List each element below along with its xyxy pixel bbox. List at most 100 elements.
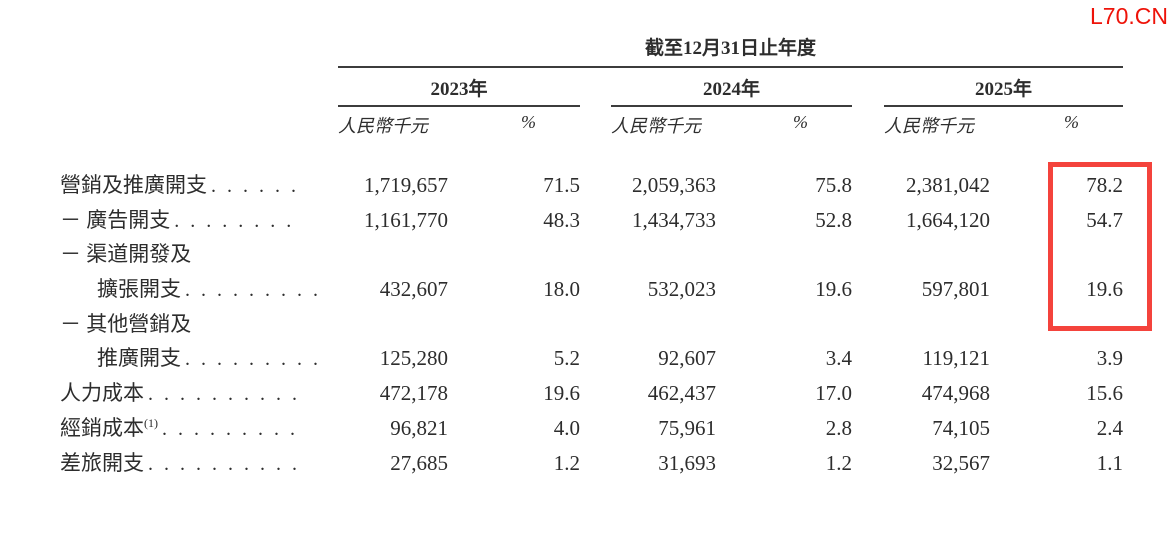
dot-leader: . . . . . . . . . . bbox=[148, 383, 300, 406]
cell-rmb-2025: 597,801 bbox=[921, 277, 990, 302]
dot-leader: . . . . . . . . . bbox=[185, 279, 321, 302]
cell-rmb-2024: 1,434,733 bbox=[632, 207, 716, 232]
cell-rmb-2025: 474,968 bbox=[921, 381, 990, 406]
cell-pct-2023: 5.2 bbox=[553, 346, 580, 371]
cell-rmb-2025 bbox=[884, 237, 990, 272]
table-row: 擴張開支. . . . . . . . . 432,607 18.0 532,0… bbox=[60, 272, 1123, 307]
row-label: 營銷及推廣開支 bbox=[60, 173, 207, 197]
cell-rmb-2025 bbox=[884, 307, 990, 342]
cell-pct-2025: 78.2 bbox=[1086, 173, 1123, 197]
expense-breakdown-table: 截至12月31日止年度 2023年 2024年 2025年 人民幣千元 % bbox=[60, 0, 1123, 500]
cell-rmb-2024: 75,961 bbox=[658, 415, 716, 440]
cell-pct-2025: 3.9 bbox=[1096, 346, 1123, 371]
cell-pct-2024: 3.4 bbox=[825, 346, 852, 371]
cell-rmb-2023: 96,821 bbox=[390, 415, 448, 440]
cell-pct-2023: 18.0 bbox=[543, 277, 580, 302]
cell-pct-2025 bbox=[990, 307, 1123, 342]
unit-header-2025: 人民幣千元 bbox=[884, 116, 974, 136]
table-row: － 廣告開支. . . . . . . . 1,161,770 48.3 1,4… bbox=[60, 203, 1123, 238]
cell-rmb-2023: 472,178 bbox=[379, 381, 448, 406]
cell-rmb-2024: 92,607 bbox=[658, 346, 716, 371]
cell-pct-2025: 54.7 bbox=[1086, 207, 1123, 232]
table-row: 營銷及推廣開支. . . . . . 1,719,657 71.5 2,059,… bbox=[60, 168, 1123, 203]
table-row: 經銷成本(1) . . . . . . . . . 96,821 4.0 75,9… bbox=[60, 411, 1123, 446]
year-underline-row bbox=[60, 105, 1123, 107]
cell-rmb-2025: 119,121 bbox=[922, 346, 990, 371]
cell-pct-2024: 1.2 bbox=[825, 450, 852, 475]
table-body: 營銷及推廣開支. . . . . . 1,719,657 71.5 2,059,… bbox=[60, 168, 1123, 480]
cell-rmb-2024: 462,437 bbox=[647, 381, 716, 406]
table-row: － 其他營銷及 bbox=[60, 307, 1123, 342]
row-label: 經銷成本 bbox=[60, 415, 144, 440]
year-header-2025: 2025年 bbox=[974, 79, 1032, 100]
row-label: 擴張開支 bbox=[97, 277, 181, 302]
cell-rmb-2023: 1,161,770 bbox=[364, 207, 448, 232]
cell-pct-2025: 1.1 bbox=[1096, 450, 1123, 475]
dot-leader: . . . . . . . . bbox=[174, 209, 295, 232]
dot-leader: . . . . . . . . . bbox=[185, 348, 321, 371]
period-header: 截至12月31日止年度 bbox=[644, 38, 816, 59]
cell-pct-2024 bbox=[716, 307, 852, 342]
year-rule-2024 bbox=[611, 105, 852, 107]
year-header-2023: 2023年 bbox=[430, 79, 488, 100]
cell-rmb-2023 bbox=[338, 307, 448, 342]
cell-rmb-2025: 2,381,042 bbox=[906, 173, 990, 197]
table-top-rule bbox=[338, 66, 1123, 68]
dot-leader: . . . . . . . . . . bbox=[148, 452, 300, 475]
cell-pct-2024: 17.0 bbox=[815, 381, 852, 406]
cell-pct-2025: 2.4 bbox=[1096, 415, 1123, 440]
dot-leader: . . . . . . . . . bbox=[162, 417, 298, 440]
cell-rmb-2024: 2,059,363 bbox=[632, 173, 716, 197]
cell-pct-2024: 75.8 bbox=[815, 173, 852, 197]
table-row: 人力成本. . . . . . . . . . 472,178 19.6 462… bbox=[60, 376, 1123, 411]
cell-rmb-2025: 74,105 bbox=[932, 415, 990, 440]
table-row: 差旅開支. . . . . . . . . . 27,685 1.2 31,69… bbox=[60, 446, 1123, 481]
cell-rmb-2024: 532,023 bbox=[647, 277, 716, 302]
year-rule-2023 bbox=[338, 105, 580, 107]
pct-header-2025: % bbox=[1064, 112, 1079, 132]
year-header-2024: 2024年 bbox=[702, 79, 760, 100]
cell-pct-2023 bbox=[448, 307, 580, 342]
cell-pct-2023: 48.3 bbox=[543, 207, 580, 232]
cell-pct-2024: 19.6 bbox=[815, 277, 852, 302]
cell-rmb-2024 bbox=[611, 237, 716, 272]
cell-rmb-2023: 125,280 bbox=[379, 346, 448, 371]
footnote-marker: (1) bbox=[144, 415, 158, 430]
cell-rmb-2023 bbox=[338, 237, 448, 272]
cell-rmb-2025: 1,664,120 bbox=[906, 207, 990, 232]
row-label: 推廣開支 bbox=[97, 346, 181, 371]
pct-header-2023: % bbox=[521, 112, 536, 132]
cell-rmb-2024 bbox=[611, 307, 716, 342]
cell-pct-2025 bbox=[990, 237, 1123, 272]
table-row: 推廣開支. . . . . . . . . 125,280 5.2 92,607… bbox=[60, 341, 1123, 376]
cell-pct-2025: 19.6 bbox=[1086, 277, 1123, 302]
cell-rmb-2025: 32,567 bbox=[932, 450, 990, 475]
cell-rmb-2023: 432,607 bbox=[379, 277, 448, 302]
row-label: － 渠道開發及 bbox=[60, 242, 192, 267]
cell-rmb-2023: 27,685 bbox=[390, 450, 448, 475]
pct-header-2024: % bbox=[793, 112, 808, 132]
table-row: － 渠道開發及 bbox=[60, 237, 1123, 272]
cell-pct-2023 bbox=[448, 237, 580, 272]
dot-leader: . . . . . . bbox=[211, 175, 299, 197]
cell-pct-2024 bbox=[716, 237, 852, 272]
cell-pct-2023: 19.6 bbox=[543, 381, 580, 406]
cell-rmb-2023: 1,719,657 bbox=[364, 173, 448, 197]
year-rule-2025 bbox=[884, 105, 1123, 107]
row-label: － 其他營銷及 bbox=[60, 311, 192, 336]
cell-pct-2023: 71.5 bbox=[543, 173, 580, 197]
row-label: － 廣告開支 bbox=[60, 207, 171, 232]
stock-code-watermark: L70.CN bbox=[1090, 3, 1168, 29]
cell-pct-2024: 2.8 bbox=[825, 415, 852, 440]
cell-pct-2025: 15.6 bbox=[1086, 381, 1123, 406]
cell-pct-2023: 1.2 bbox=[553, 450, 580, 475]
row-label: 差旅開支 bbox=[60, 450, 144, 475]
cell-pct-2023: 4.0 bbox=[553, 415, 580, 440]
unit-header-2024: 人民幣千元 bbox=[611, 116, 701, 136]
year-header-row: 2023年 2024年 2025年 bbox=[60, 74, 1123, 101]
cell-rmb-2024: 31,693 bbox=[658, 450, 716, 475]
cell-pct-2024: 52.8 bbox=[815, 207, 852, 232]
unit-header-2023: 人民幣千元 bbox=[338, 116, 428, 136]
unit-header-row: 人民幣千元 % 人民幣千元 % 人民幣千元 % bbox=[60, 112, 1123, 138]
